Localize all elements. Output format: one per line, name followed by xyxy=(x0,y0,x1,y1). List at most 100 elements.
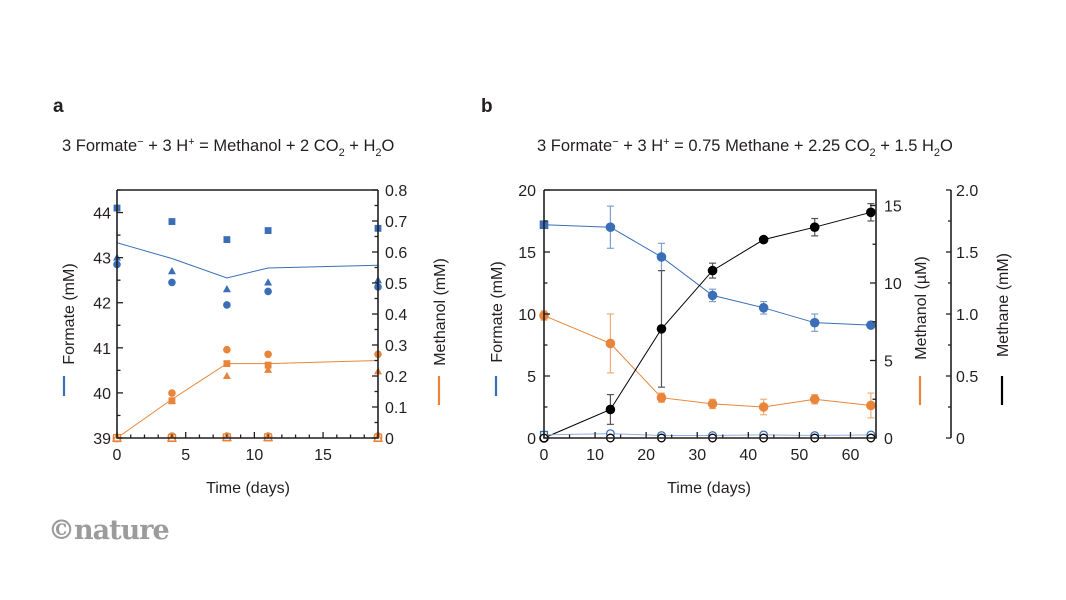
panel-b-series xyxy=(539,203,876,443)
panel-a-title: 3 Formate− + 3 H+ = Methanol + 2 CO2 + H… xyxy=(62,136,395,159)
panel-a-axes: 0 5 10 15 39 40 41 42 43 44 0 0.1 0.2 0.3 0.4 0.5 0.6 0.7… xyxy=(61,183,449,497)
y-left-tick-label: 15 xyxy=(518,245,536,262)
x-tick-label: 0 xyxy=(540,447,549,464)
data-point-methane xyxy=(707,265,718,276)
y-right-tick-label: 0.2 xyxy=(385,369,407,386)
x-tick-label: 40 xyxy=(739,447,757,464)
title-text: + 1.5 H xyxy=(876,137,934,155)
y-right-axis-title: Methanol (mM) xyxy=(432,258,449,366)
data-point-methane xyxy=(866,207,876,218)
data-point-methanol xyxy=(866,400,876,411)
series-line-formate xyxy=(543,224,871,326)
title-text: O xyxy=(382,137,395,155)
y-left-axis-title: Formate (mM) xyxy=(61,263,78,364)
y-right-tick-label: 15 xyxy=(884,199,902,216)
panel-a-letter: a xyxy=(53,96,64,117)
y-right-tick-label: 0 xyxy=(884,431,893,448)
y-right-tick-label: 0.5 xyxy=(385,276,407,293)
y-left-tick-label: 41 xyxy=(93,341,111,358)
x-tick-label: 60 xyxy=(842,447,860,464)
series-line-formate-control-open- xyxy=(543,433,871,437)
data-point-methanol-circle xyxy=(223,345,231,354)
y-right-axis-title: Methanol (µM) xyxy=(913,256,930,359)
data-point-formate xyxy=(656,252,667,262)
y-left-tick-label: 0 xyxy=(527,431,536,448)
series-line-methanol xyxy=(543,315,871,408)
data-point-formate xyxy=(809,317,820,328)
data-point-formate-triangle xyxy=(222,285,231,293)
y-right-tick-label: 0.6 xyxy=(385,245,407,262)
methane-axis-title: Methane (mM) xyxy=(995,253,1012,357)
panel-b-title: 3 Formate− + 3 H+ = 0.75 Methane + 2.25 … xyxy=(537,136,953,159)
data-point-formate-circle xyxy=(168,278,176,287)
data-point-formate xyxy=(605,222,616,232)
methane-axis-tick-label: 0 xyxy=(956,431,965,448)
y-left-tick-label: 43 xyxy=(93,251,111,268)
title-text: + 3 H xyxy=(144,137,188,155)
data-point-methanol xyxy=(707,399,718,409)
series-line-methane xyxy=(543,211,872,439)
x-tick-label: 10 xyxy=(245,447,263,464)
data-point-formate-circle xyxy=(223,301,231,309)
data-point-methanol-circle xyxy=(168,389,176,397)
x-axis-title: Time (days) xyxy=(206,480,290,497)
panel-a-chart: a 3 Formate− + 3 H+ = Methanol + 2 CO2 +… xyxy=(53,96,449,497)
x-tick-label: 50 xyxy=(790,447,808,464)
data-point-methane xyxy=(605,404,616,415)
methane-axis-tick-label: 1.0 xyxy=(956,307,978,324)
title-text: = 0.75 Methane + 2.25 CO xyxy=(670,137,870,155)
data-point-methanol-triangle xyxy=(167,396,176,404)
data-point-methanol-triangle xyxy=(222,371,231,380)
data-point-methane xyxy=(758,234,769,245)
y-right-tick-label: 0.4 xyxy=(385,307,407,324)
y-right-tick-label: 5 xyxy=(884,354,893,371)
x-tick-label: 0 xyxy=(113,447,122,464)
title-superscript: + xyxy=(663,136,669,148)
data-point-methanol-triangle xyxy=(264,365,273,373)
title-superscript: − xyxy=(612,136,618,148)
y-left-tick-label: 40 xyxy=(93,386,111,403)
data-point-methanol xyxy=(758,402,769,412)
data-point-methanol xyxy=(656,392,667,403)
title-subscript: 2 xyxy=(870,147,876,159)
data-point-methane xyxy=(656,324,667,334)
y-left-tick-label: 39 xyxy=(93,431,111,448)
data-point-methanol xyxy=(809,394,820,405)
title-text: 3 Formate xyxy=(62,137,137,155)
data-point-formate-triangle xyxy=(264,278,273,286)
x-axis-title: Time (days) xyxy=(667,480,751,497)
y-right-tick-label: 0.7 xyxy=(385,214,407,231)
y-left-tick-label: 5 xyxy=(527,369,536,386)
title-text: = Methanol + 2 CO xyxy=(195,137,339,155)
data-point-formate-square xyxy=(264,227,272,235)
y-right-tick-label: 0.1 xyxy=(385,400,407,417)
title-subscript: 2 xyxy=(934,147,940,159)
methane-axis-tick-label: 1.5 xyxy=(956,245,978,262)
title-text: 3 Formate xyxy=(537,137,612,155)
data-point-formate-square xyxy=(223,236,231,244)
x-tick-label: 15 xyxy=(314,447,332,464)
panel-a-series xyxy=(111,204,384,443)
title-text: + H xyxy=(345,137,376,155)
title-text: + 3 H xyxy=(619,137,663,155)
x-tick-label: 10 xyxy=(586,447,604,464)
title-text: O xyxy=(940,137,953,155)
y-left-tick-label: 10 xyxy=(518,307,536,324)
title-subscript: 2 xyxy=(339,147,345,159)
axis-frame xyxy=(116,190,379,439)
panel-b-chart: b 3 Formate− + 3 H+ = 0.75 Methane + 2.2… xyxy=(481,96,1012,497)
y-right-tick-label: 0.3 xyxy=(385,338,407,355)
y-right-tick-label: 0 xyxy=(385,431,394,448)
data-point-formate-triangle xyxy=(167,266,176,275)
title-superscript: − xyxy=(137,136,143,148)
data-point-formate xyxy=(758,303,769,313)
y-left-tick-label: 20 xyxy=(518,183,536,200)
y-left-axis-title: Formate (mM) xyxy=(489,261,506,362)
title-superscript: + xyxy=(188,136,194,148)
series-line-methanol xyxy=(116,360,379,439)
data-point-methanol-square xyxy=(264,361,272,369)
methane-axis-tick-label: 0.5 xyxy=(956,369,978,386)
data-point-formate xyxy=(707,290,718,301)
data-point-formate xyxy=(866,320,876,330)
